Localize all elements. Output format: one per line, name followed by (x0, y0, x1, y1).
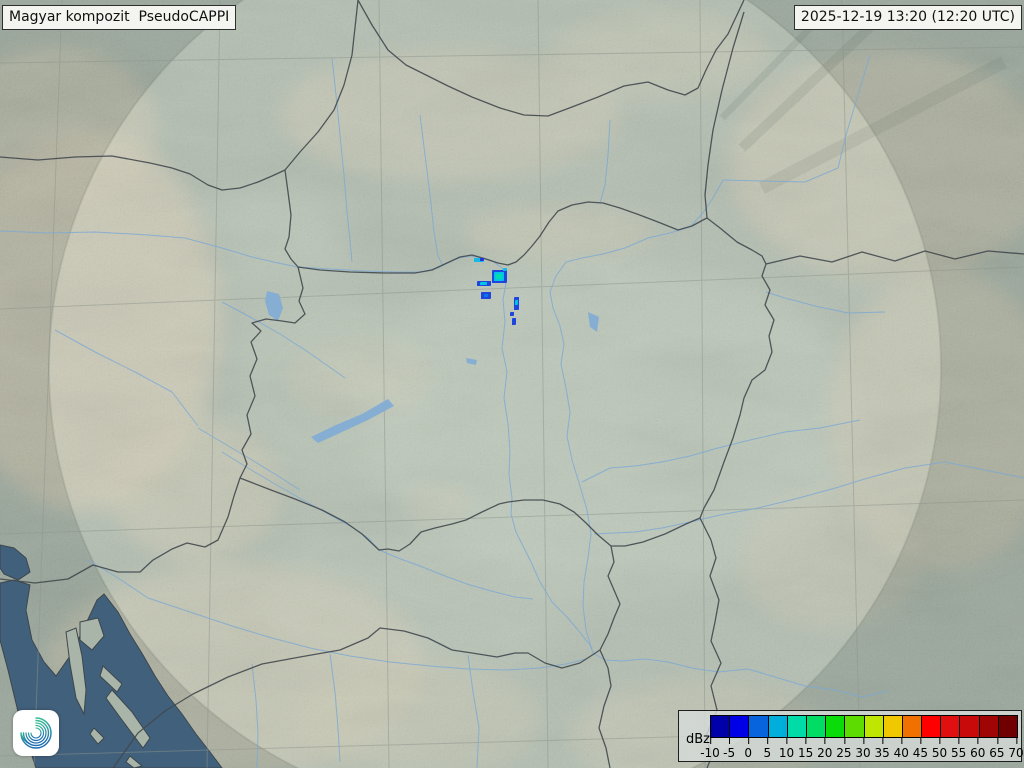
lake-velence (466, 358, 477, 365)
radar-echo (480, 258, 484, 261)
legend-tick-label: 50 (931, 738, 948, 760)
legend-tick-label: 30 (855, 738, 871, 760)
radar-echoes-layer (474, 258, 519, 325)
border-hungary (239, 201, 775, 552)
river-mura (197, 427, 301, 491)
lake-tisza (588, 312, 599, 332)
border-czech-slovakia (284, 0, 359, 171)
color-scale-ticks: -10 -5 0 5 10 15 20 25 30 35 40 45 50 55 60 65 70 (700, 738, 1024, 762)
timestamp-label: 2025-12-19 13:20 (12:20 UTC) (793, 5, 1022, 30)
radar-echo (484, 294, 488, 297)
radar-echo (515, 300, 518, 305)
legend-tick-label: 15 (797, 738, 814, 760)
river-danube (0, 230, 889, 698)
dbz-legend: dBz -10 -5 0 5 10 15 20 25 30 35 40 45 50 55 60 65 70 (678, 710, 1024, 762)
river-drina (467, 654, 480, 768)
legend-color-cell (711, 716, 731, 737)
legend-color-cell (787, 716, 807, 737)
radar-echo (496, 274, 502, 279)
legend-color-cell (749, 716, 769, 737)
legend-color-cell (826, 716, 846, 737)
river-tisza (549, 179, 724, 654)
radar-coverage-disc (49, 0, 941, 768)
legend-tick-label: 70 (1008, 738, 1024, 760)
beam-blockage-sectors (719, 8, 1008, 194)
legend-tick-label: 5 (763, 738, 772, 760)
color-scale-bar (710, 715, 1018, 738)
radar-echo (510, 312, 514, 316)
river-somes (765, 291, 886, 314)
legend-color-cell (998, 716, 1017, 737)
legend-unit-label: dBz (686, 732, 710, 747)
river-sava (147, 597, 587, 671)
legend-tick-label: -5 (723, 738, 736, 760)
river-mur (54, 329, 199, 427)
gulf-of-trieste (0, 544, 31, 581)
legend-color-cell (979, 716, 999, 737)
legend-tick-label: 10 (778, 738, 795, 760)
river-upper-tisza (722, 54, 871, 183)
lake-balaton (311, 399, 394, 443)
legend-tick-label: 65 (989, 738, 1005, 760)
legend-tick-label: 20 (817, 738, 833, 760)
legend-tick-label: 45 (912, 738, 929, 760)
product-title: Magyar kompozit PseudoCAPPI (2, 5, 237, 30)
legend-tick-label: 0 (744, 738, 753, 760)
radar-echo (512, 318, 516, 325)
radar-echo (480, 282, 487, 285)
legend-tick-label: 35 (874, 738, 890, 760)
border-croatia-serbia (599, 545, 621, 651)
legend-tick-label: 40 (893, 738, 909, 760)
legend-color-cell (845, 716, 865, 737)
river-koros (581, 419, 861, 483)
lake-neusiedl (265, 291, 283, 321)
river-vah (331, 57, 353, 263)
legend-color-cell (883, 716, 903, 737)
river-bodrog (599, 119, 611, 204)
legend-color-cell (941, 716, 961, 737)
border-croatia-bosnia (112, 627, 601, 768)
legend-color-cell (730, 716, 750, 737)
border-slovakia-ukraine (704, 11, 745, 219)
islands-layer (65, 617, 151, 768)
legend-color-cell (922, 716, 942, 737)
river-bosna (329, 653, 341, 763)
legend-tick-label: 60 (970, 738, 986, 760)
border-serbia-bosnia (598, 649, 612, 768)
legend-tick-label: 55 (950, 738, 967, 760)
radar-echo (503, 268, 507, 271)
border-slovakia-poland (357, 0, 745, 117)
border-ukraine-romania (765, 250, 1024, 265)
border-slovenia-croatia (0, 477, 241, 584)
spiral-swirl-icon (20, 717, 52, 749)
border-austria-slovakia (284, 169, 299, 268)
legend-color-cell (960, 716, 980, 737)
river-maros (593, 461, 1024, 535)
legend-tick-label: -10 (700, 738, 720, 760)
hungaromet-logo (13, 710, 59, 756)
river-raba (221, 301, 346, 379)
color-scale: -10 -5 0 5 10 15 20 25 30 35 40 45 50 55 60 65 70 (700, 715, 1024, 762)
legend-color-cell (864, 716, 884, 737)
legend-color-cell (806, 716, 827, 737)
legend-color-cell (902, 716, 923, 737)
legend-tick-label: 25 (836, 738, 852, 760)
border-czech-austria (0, 155, 286, 191)
lakes-layer (265, 291, 599, 443)
legend-color-cell (768, 716, 788, 737)
river-una (251, 663, 259, 768)
river-hron (419, 114, 444, 267)
